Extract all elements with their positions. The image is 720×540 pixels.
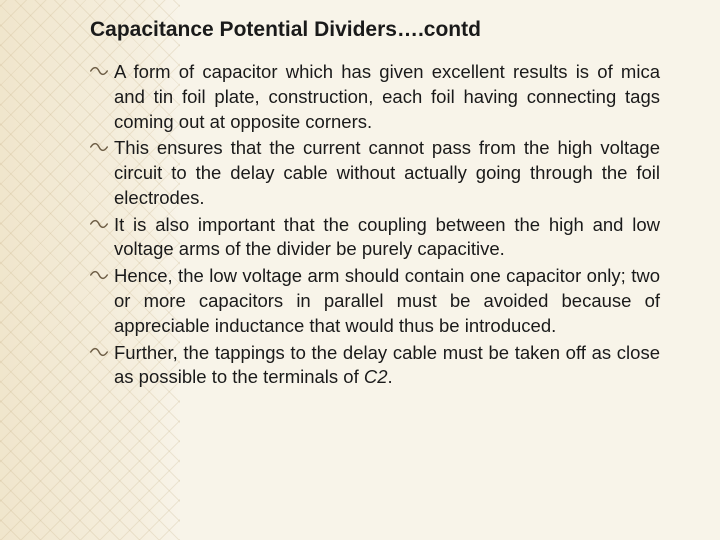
list-item: A form of capacitor which has given exce…: [90, 60, 660, 134]
list-item: Further, the tappings to the delay cable…: [90, 341, 660, 391]
list-item: This ensures that the current cannot pas…: [90, 136, 660, 210]
bullet-suffix: .: [388, 366, 393, 387]
slide-title: Capacitance Potential Dividers….contd: [90, 18, 660, 42]
capacitor-ref: C2: [364, 366, 388, 387]
bullet-list: A form of capacitor which has given exce…: [90, 60, 660, 390]
bullet-text: A form of capacitor which has given exce…: [114, 61, 660, 132]
bullet-text: This ensures that the current cannot pas…: [114, 137, 660, 208]
bullet-text: It is also important that the coupling b…: [114, 214, 660, 260]
list-item: Hence, the low voltage arm should contai…: [90, 264, 660, 338]
slide-container: Capacitance Potential Dividers….contd A …: [0, 0, 720, 540]
list-item: It is also important that the coupling b…: [90, 213, 660, 263]
bullet-text: Hence, the low voltage arm should contai…: [114, 265, 660, 336]
